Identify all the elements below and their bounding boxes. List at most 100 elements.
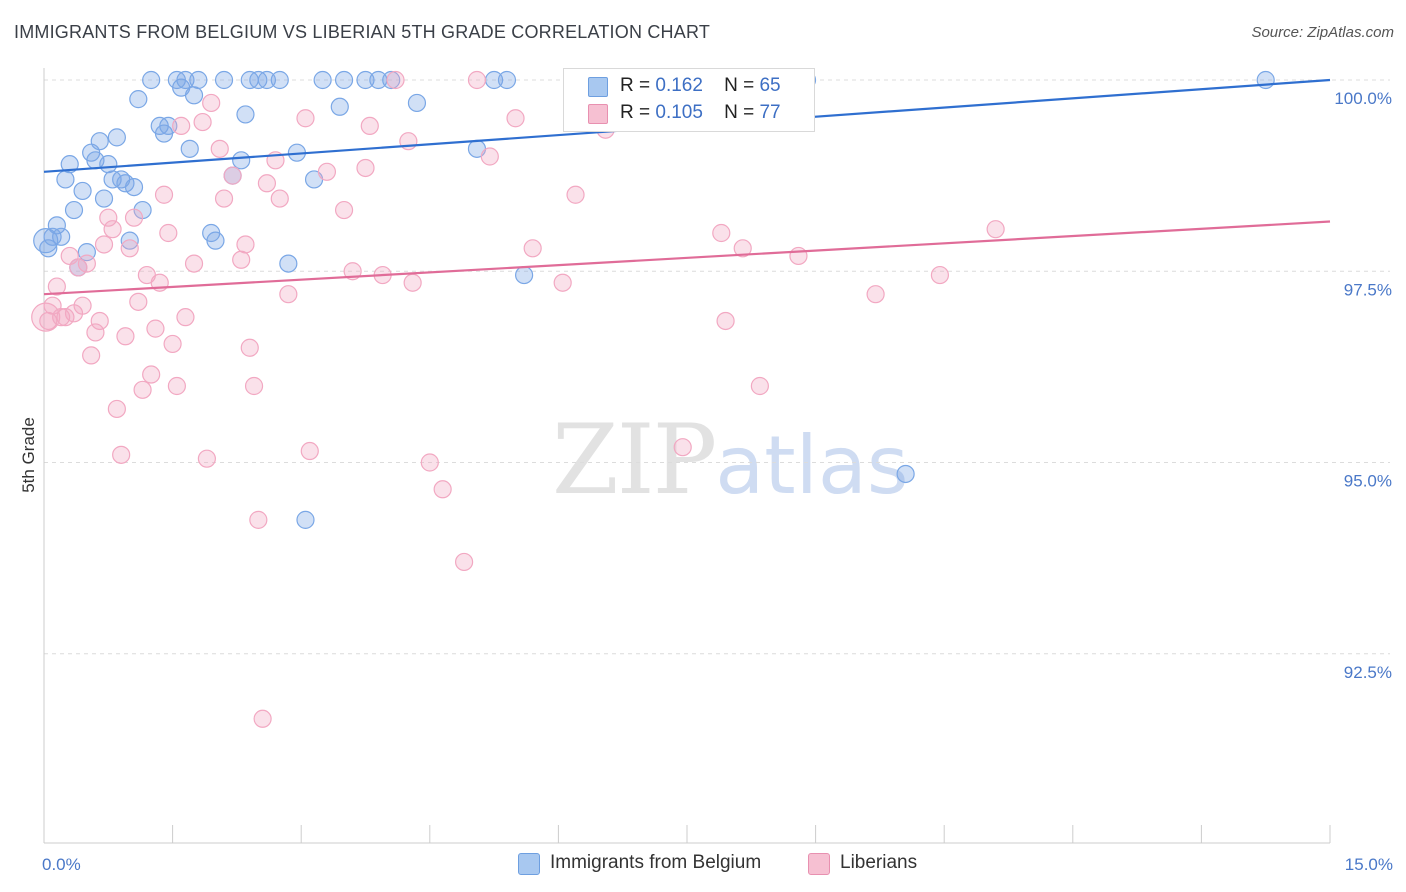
point-belgium <box>189 70 208 90</box>
point-liberians <box>210 139 229 158</box>
point-belgium <box>515 265 534 285</box>
point-belgium <box>279 254 298 273</box>
point-liberians <box>360 116 379 136</box>
point-liberians <box>159 223 178 243</box>
watermark-atlas: atlas <box>715 419 909 512</box>
point-belgium <box>94 189 114 208</box>
point-liberians <box>142 365 161 384</box>
point-belgium <box>330 97 349 116</box>
point-liberians <box>244 376 264 396</box>
point-liberians <box>553 273 572 292</box>
point-liberians <box>270 189 289 208</box>
point-liberians <box>712 223 731 243</box>
legend-label-liberians: Liberians <box>840 852 918 873</box>
point-liberians <box>433 480 452 499</box>
point-liberians <box>403 273 422 292</box>
point-liberians <box>986 220 1005 239</box>
point-liberians <box>94 235 114 254</box>
y-tick-label: 92.5% <box>1344 663 1392 682</box>
point-liberians <box>420 453 439 472</box>
legend-label-belgium: Immigrants from Belgium <box>550 852 762 873</box>
point-liberians <box>506 109 525 128</box>
legend-text-liberians: R = 0.105 N = 77 <box>620 102 781 124</box>
point-belgium <box>206 231 225 250</box>
legend-text-belgium: R = 0.162 N = 65 <box>620 75 781 97</box>
legend-r-value-belgium: 0.162 <box>655 75 703 96</box>
point-belgium <box>52 227 71 246</box>
point-liberians <box>129 292 148 311</box>
point-belgium <box>896 464 915 484</box>
point-liberians <box>69 258 88 277</box>
point-liberians <box>300 441 319 461</box>
point-belgium <box>33 228 59 254</box>
point-belgium <box>120 231 139 250</box>
point-belgium <box>497 70 517 90</box>
point-liberians <box>193 112 212 132</box>
point-liberians <box>733 239 752 258</box>
point-liberians <box>202 93 221 113</box>
y-tick-label: 97.5% <box>1344 280 1392 299</box>
watermark-zip: ZIP <box>552 404 717 516</box>
point-belgium <box>90 132 109 151</box>
point-liberians <box>930 265 950 285</box>
point-liberians <box>566 185 585 204</box>
legend-swatch-liberians <box>808 853 830 875</box>
point-liberians <box>99 208 118 227</box>
point-liberians <box>133 380 152 399</box>
legend-swatch-liberians <box>588 104 608 124</box>
point-liberians <box>296 109 315 128</box>
point-belgium <box>124 178 144 197</box>
legend-r-label: R = <box>620 102 651 123</box>
point-liberians <box>47 277 66 296</box>
legend-n-label: N = <box>724 102 755 123</box>
point-liberians <box>73 296 92 315</box>
point-belgium <box>180 139 199 158</box>
point-belgium <box>73 181 92 201</box>
point-liberians <box>789 246 808 266</box>
point-liberians <box>176 308 195 327</box>
point-liberians <box>214 189 234 208</box>
legend-n-value-liberians: 77 <box>759 102 781 123</box>
point-liberians <box>317 162 337 181</box>
point-liberians <box>82 346 101 365</box>
point-belgium <box>232 151 251 170</box>
point-liberians <box>56 308 75 327</box>
y-tick-label: 100.0% <box>1334 89 1392 108</box>
point-belgium <box>176 70 195 90</box>
point-liberians <box>167 376 186 396</box>
point-belgium <box>382 70 401 90</box>
point-belgium <box>257 70 277 90</box>
point-liberians <box>279 285 298 304</box>
legend-r-value-liberians: 0.105 <box>655 102 703 123</box>
point-belgium <box>407 93 427 113</box>
legend-r-label: R = <box>620 75 651 96</box>
point-liberians <box>163 334 182 354</box>
point-belgium <box>159 116 178 136</box>
point-liberians <box>223 166 242 185</box>
point-liberians <box>467 70 487 90</box>
point-belgium <box>142 70 161 90</box>
point-belgium <box>129 90 148 109</box>
point-liberians <box>356 158 375 178</box>
point-liberians <box>197 449 216 468</box>
y-axis-label: 5th Grade <box>19 417 38 493</box>
point-liberians <box>77 254 96 273</box>
point-belgium <box>313 70 332 90</box>
point-belgium <box>296 510 315 529</box>
legend-series: Immigrants from Belgium Liberians <box>0 851 1406 879</box>
point-belgium <box>47 216 66 235</box>
point-liberians <box>866 285 885 304</box>
point-belgium <box>334 70 354 90</box>
legend-stats: R = 0.162 N = 65 R = 0.105 N = 77 <box>563 68 815 132</box>
point-belgium <box>107 128 126 147</box>
point-liberians <box>334 200 354 220</box>
legend-n-value-belgium: 65 <box>759 75 781 96</box>
point-liberians <box>86 323 105 342</box>
point-liberians <box>31 302 61 332</box>
point-liberians <box>184 254 204 273</box>
chart-title: IMMIGRANTS FROM BELGIUM VS LIBERIAN 5TH … <box>14 22 711 42</box>
point-liberians <box>90 311 109 331</box>
point-liberians <box>107 399 126 419</box>
point-belgium <box>60 155 79 174</box>
chart-source: Source: ZipAtlas.com <box>1251 24 1394 41</box>
